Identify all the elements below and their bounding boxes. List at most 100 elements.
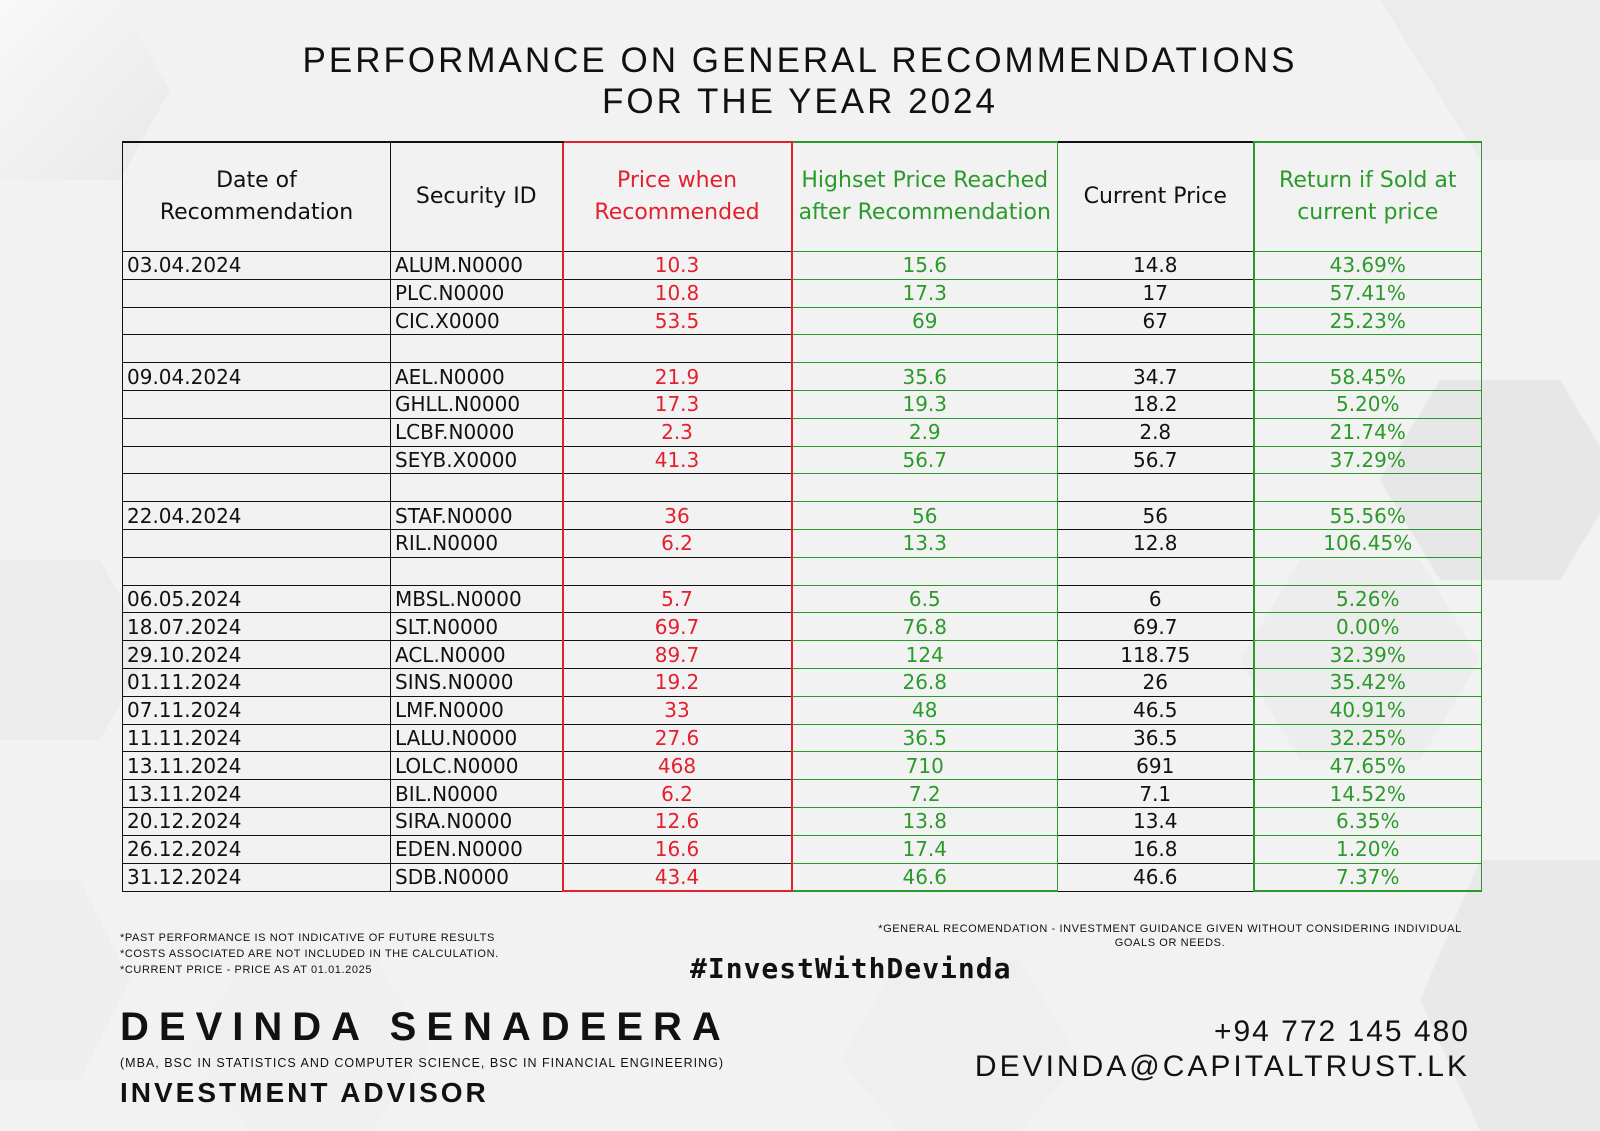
cell-security	[390, 334, 563, 364]
cell-price-recommended: 6.2	[561, 528, 793, 558]
cell-price-recommended: 5.7	[561, 584, 793, 614]
cell-return	[1253, 473, 1482, 503]
hashtag: #InvestWithDevinda	[690, 952, 1012, 985]
cell-price-recommended: 12.6	[561, 806, 793, 836]
cell-return: 106.45%	[1253, 528, 1482, 558]
table-row: 20.12.2024 SIRA.N0000 12.6 13.8 13.4 6.35%	[122, 806, 1482, 836]
table-row: PLC.N0000 10.8 17.3 17 57.41%	[122, 278, 1482, 308]
cell-current-price: 36.5	[1057, 723, 1255, 753]
cell-highest-price: 7.2	[791, 779, 1058, 808]
cell-date: 22.04.2024	[122, 501, 391, 530]
cell-price-recommended	[561, 473, 793, 503]
cell-date	[122, 278, 391, 308]
cell-highest-price: 17.4	[791, 834, 1058, 864]
cell-date	[122, 306, 391, 336]
table-row: 01.11.2024 SINS.N0000 19.2 26.8 26 35.42%	[122, 667, 1482, 697]
cell-current-price: 46.6	[1057, 862, 1255, 892]
cell-date	[122, 473, 391, 503]
cell-current-price: 12.8	[1057, 528, 1255, 558]
note-general-recommendation-line1: *GENERAL RECOMENDATION - INVESTMENT GUID…	[878, 923, 1462, 935]
cell-price-recommended: 21.9	[561, 362, 793, 391]
page-title-line1: PERFORMANCE ON GENERAL RECOMMENDATIONS	[302, 41, 1298, 80]
cell-current-price: 16.8	[1057, 834, 1255, 864]
cell-current-price: 26	[1057, 667, 1255, 697]
cell-return: 25.23%	[1253, 306, 1482, 336]
cell-date	[122, 556, 391, 586]
table-row: CIC.X0000 53.5 69 67 25.23%	[122, 306, 1482, 336]
cell-return: 1.20%	[1253, 834, 1482, 864]
advisor-role: INVESTMENT ADVISOR	[120, 1077, 489, 1108]
cell-security: SEYB.X0000	[390, 445, 563, 475]
cell-return: 32.39%	[1253, 640, 1482, 669]
cell-price-recommended: 33	[561, 695, 793, 725]
header-security: Security ID	[390, 141, 563, 252]
table-row: SEYB.X0000 41.3 56.7 56.7 37.29%	[122, 445, 1482, 475]
cell-security: PLC.N0000	[390, 278, 563, 308]
table-row: 18.07.2024 SLT.N0000 69.7 76.8 69.7 0.00%	[122, 612, 1482, 642]
cell-highest-price: 76.8	[791, 612, 1058, 642]
cell-return: 35.42%	[1253, 667, 1482, 697]
cell-highest-price: 46.6	[791, 862, 1058, 893]
cell-date: 26.12.2024	[122, 834, 391, 864]
table-row	[122, 556, 1482, 586]
cell-current-price: 17	[1057, 278, 1255, 308]
cell-security: LOLC.N0000	[390, 751, 563, 781]
cell-date: 06.05.2024	[122, 584, 391, 614]
cell-highest-price: 17.3	[791, 278, 1058, 308]
cell-current-price	[1057, 473, 1255, 503]
cell-current-price: 14.8	[1057, 251, 1255, 280]
note-past-performance: *PAST PERFORMANCE IS NOT INDICATIVE OF F…	[120, 932, 495, 944]
cell-return: 5.20%	[1253, 389, 1482, 419]
cell-current-price: 691	[1057, 751, 1255, 781]
note-general-recommendation-line2: GOALS OR NEEDS.	[1114, 937, 1226, 949]
cell-date: 31.12.2024	[122, 862, 391, 892]
cell-current-price: 67	[1057, 306, 1255, 336]
cell-security	[390, 556, 563, 586]
cell-highest-price: 124	[791, 640, 1058, 669]
header-return: Return if Sold at current price	[1253, 141, 1482, 252]
cell-security: LMF.N0000	[390, 695, 563, 725]
table-row: 13.11.2024 BIL.N0000 6.2 7.2 7.1 14.52%	[122, 779, 1482, 808]
table-row: RIL.N0000 6.2 13.3 12.8 106.45%	[122, 528, 1482, 558]
header-price-recommended: Price when Recommended	[561, 141, 793, 252]
cell-return: 55.56%	[1253, 501, 1482, 530]
cell-price-recommended: 10.8	[561, 278, 793, 308]
cell-date	[122, 389, 391, 419]
cell-price-recommended: 36	[561, 501, 793, 530]
table-row: 22.04.2024 STAF.N0000 36 56 56 55.56%	[122, 501, 1482, 530]
table-header-row: Date of Recommendation Security ID Price…	[122, 141, 1482, 252]
cell-return: 37.29%	[1253, 445, 1482, 475]
table-row	[122, 334, 1482, 364]
cell-highest-price: 56.7	[791, 445, 1058, 475]
cell-security: GHLL.N0000	[390, 389, 563, 419]
table-row: LCBF.N0000 2.3 2.9 2.8 21.74%	[122, 417, 1482, 447]
cell-return: 5.26%	[1253, 584, 1482, 614]
cell-security: SDB.N0000	[390, 862, 563, 892]
cell-highest-price	[791, 556, 1058, 586]
cell-highest-price	[791, 473, 1058, 503]
cell-highest-price: 48	[791, 695, 1058, 725]
cell-security: SIRA.N0000	[390, 806, 563, 836]
cell-return: 47.65%	[1253, 751, 1482, 781]
cell-security: LCBF.N0000	[390, 417, 563, 447]
cell-price-recommended: 69.7	[561, 612, 793, 642]
table-row: GHLL.N0000 17.3 19.3 18.2 5.20%	[122, 389, 1482, 419]
table-row: 11.11.2024 LALU.N0000 27.6 36.5 36.5 32.25%	[122, 723, 1482, 753]
cell-current-price: 34.7	[1057, 362, 1255, 391]
cell-highest-price	[791, 334, 1058, 364]
cell-date: 09.04.2024	[122, 362, 391, 391]
cell-return	[1253, 556, 1482, 586]
cell-current-price: 69.7	[1057, 612, 1255, 642]
page-title: PERFORMANCE ON GENERAL RECOMMENDATIONS F…	[0, 40, 1600, 122]
cell-current-price: 7.1	[1057, 779, 1255, 808]
cell-return: 21.74%	[1253, 417, 1482, 447]
cell-security: STAF.N0000	[390, 501, 563, 530]
table-row: 07.11.2024 LMF.N0000 33 48 46.5 40.91%	[122, 695, 1482, 725]
cell-highest-price: 35.6	[791, 362, 1058, 391]
cell-date: 29.10.2024	[122, 640, 391, 669]
cell-return: 7.37%	[1253, 862, 1482, 893]
cell-price-recommended: 10.3	[561, 251, 793, 280]
cell-security: LALU.N0000	[390, 723, 563, 753]
cell-highest-price: 36.5	[791, 723, 1058, 753]
cell-security: SINS.N0000	[390, 667, 563, 697]
